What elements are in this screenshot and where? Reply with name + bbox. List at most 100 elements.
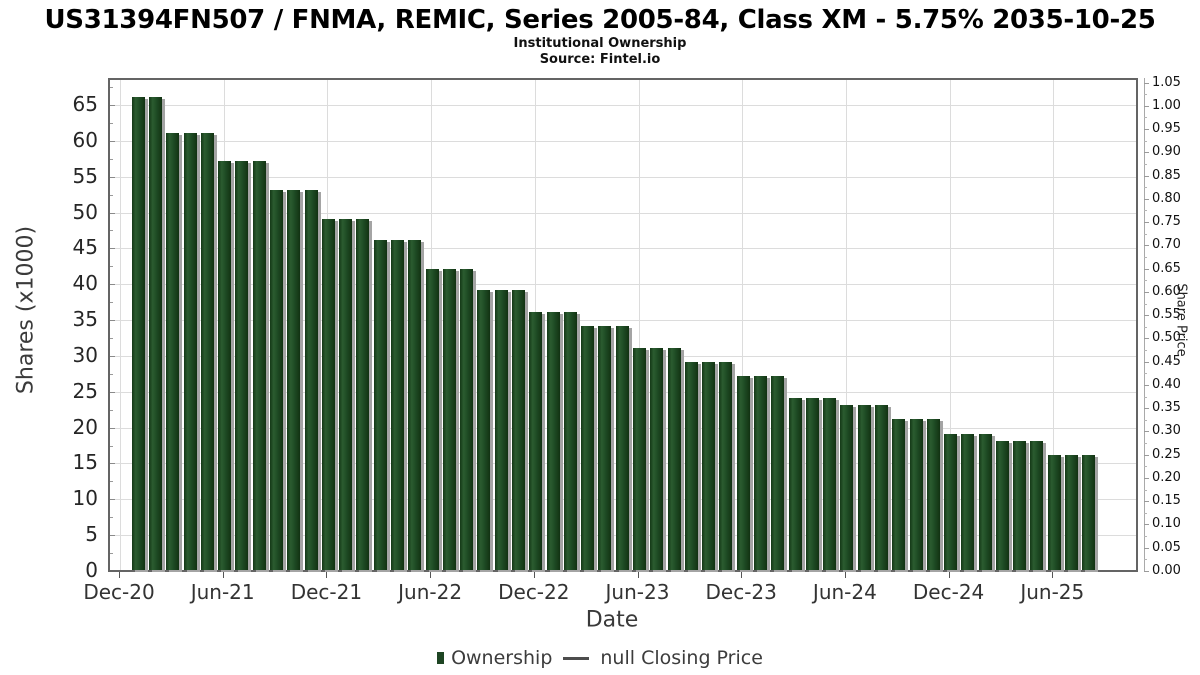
ownership-bar: [736, 376, 750, 570]
right-tick-label: 0.70: [1152, 237, 1181, 253]
right-axis-minor-tick: [1144, 94, 1147, 96]
ownership-bar: [183, 132, 197, 570]
left-axis-minor-tick: [110, 122, 113, 124]
left-axis-major-tick: [110, 248, 115, 250]
ownership-bar: [494, 290, 508, 570]
right-axis-major-tick: [1144, 222, 1149, 224]
ownership-bar: [408, 240, 422, 570]
x-axis-title: Date: [585, 607, 639, 633]
right-tick-label: 0.25: [1152, 446, 1181, 462]
left-axis-minor-tick: [110, 194, 113, 196]
x-tick-label: Jun-25: [1020, 580, 1085, 604]
y-tick-label: 45: [72, 235, 98, 260]
ownership-bar: [702, 362, 716, 570]
right-tick-label: 0.20: [1152, 469, 1181, 485]
ownership-bar: [166, 132, 180, 570]
left-axis-minor-tick: [110, 445, 113, 447]
right-axis-minor-tick: [1144, 396, 1147, 398]
right-tick-label: 0.80: [1152, 190, 1181, 206]
y-tick-label: 15: [72, 450, 98, 475]
ownership-bar: [270, 190, 284, 570]
gridline-v: [638, 80, 640, 570]
x-tick-label: Dec-21: [290, 580, 363, 604]
ownership-bar: [581, 326, 595, 570]
right-tick-label: 0.55: [1152, 307, 1181, 323]
right-axis-minor-tick: [1144, 350, 1147, 352]
ownership-bar: [823, 397, 837, 570]
right-axis-major-tick: [1144, 198, 1149, 200]
ownership-bar: [460, 268, 474, 570]
x-tick-label: Dec-20: [83, 580, 155, 604]
right-axis-minor-tick: [1144, 256, 1147, 258]
ownership-bar: [339, 218, 353, 570]
ownership-bar: [944, 433, 958, 570]
left-axis-major-tick: [110, 105, 115, 106]
x-axis-tick: [222, 572, 224, 578]
right-tick-label: 0.75: [1152, 214, 1181, 230]
right-tick-label: 0.95: [1152, 121, 1181, 137]
ownership-bar: [131, 96, 145, 570]
ownership-bar: [615, 326, 629, 570]
left-axis-major-tick: [110, 212, 115, 214]
left-axis-major-tick: [110, 320, 115, 322]
ownership-bar: [1082, 455, 1096, 570]
ownership-bar: [321, 218, 335, 570]
ownership-bar: [356, 218, 370, 570]
right-axis-major-tick: [1144, 431, 1149, 433]
right-axis-minor-tick: [1144, 489, 1147, 491]
ownership-bar: [857, 405, 871, 570]
right-tick-label: 0.30: [1152, 423, 1181, 439]
right-axis-major-tick: [1144, 501, 1149, 503]
left-axis-major-tick: [110, 463, 115, 465]
y-tick-label: 25: [72, 378, 98, 403]
x-tick-label: Jun-23: [605, 580, 670, 604]
y-tick-label: 10: [72, 486, 98, 511]
right-axis-major-tick: [1144, 152, 1149, 154]
right-axis-major-tick: [1144, 384, 1149, 386]
ownership-bar: [753, 376, 767, 570]
ownership-bar: [1047, 455, 1061, 570]
ownership-bar: [650, 347, 664, 570]
ownership-bar: [961, 433, 975, 570]
gridline-v: [742, 80, 744, 570]
ownership-bar: [667, 347, 681, 570]
x-axis-tick: [430, 572, 432, 578]
left-axis-major-tick: [110, 427, 115, 429]
right-axis-minor-tick: [1144, 443, 1147, 445]
left-axis-minor-tick: [110, 481, 113, 483]
left-axis-major-tick: [110, 535, 115, 537]
x-axis-tick: [1052, 572, 1054, 578]
ownership-bar: [287, 190, 301, 570]
right-tick-label: 0.05: [1152, 539, 1181, 555]
right-axis-major-tick: [1144, 547, 1149, 549]
left-axis-major-tick: [110, 140, 115, 142]
right-tick-label: 0.15: [1152, 493, 1181, 509]
ownership-bar: [632, 347, 646, 570]
right-axis-major-tick: [1144, 338, 1149, 340]
y-tick-label: 30: [72, 342, 98, 367]
legend: Ownership null Closing Price: [0, 647, 1200, 669]
right-axis-minor-tick: [1144, 512, 1147, 514]
ownership-bar: [1065, 455, 1079, 570]
right-axis-major-tick: [1144, 268, 1149, 270]
left-axis-minor-tick: [110, 517, 113, 519]
right-axis-major-tick: [1144, 524, 1149, 526]
right-axis-minor-tick: [1144, 280, 1147, 282]
gridline-v: [949, 80, 951, 570]
left-axis-minor-tick: [110, 373, 113, 375]
left-axis-major-tick: [110, 284, 115, 286]
ownership-bar: [149, 96, 163, 570]
right-tick-label: 0.90: [1152, 144, 1181, 160]
gridline-h: [110, 212, 1136, 214]
ownership-bar: [788, 397, 802, 570]
ownership-bar: [218, 161, 232, 570]
right-axis-major-tick: [1144, 82, 1149, 84]
ownership-bar: [425, 268, 439, 570]
y-tick-label: 35: [72, 307, 98, 332]
right-axis-major-tick: [1144, 408, 1149, 410]
ownership-bar: [373, 240, 387, 570]
right-axis-minor-tick: [1144, 419, 1147, 421]
x-tick-label: Jun-22: [398, 580, 463, 604]
x-tick-label: Dec-23: [705, 580, 777, 604]
right-axis-minor-tick: [1144, 559, 1147, 561]
